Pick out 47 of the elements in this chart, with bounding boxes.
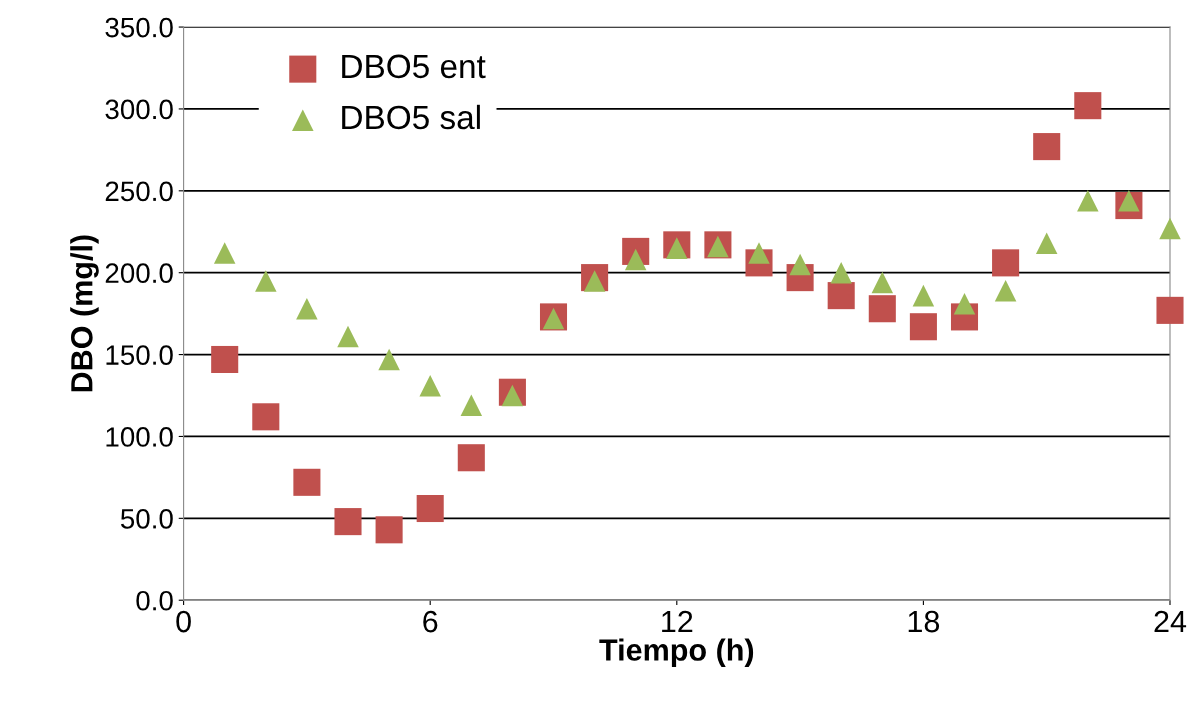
point — [213, 242, 236, 264]
y-tick-label: 350.0 — [105, 17, 173, 38]
point — [1035, 232, 1058, 254]
point — [457, 444, 485, 472]
point — [868, 295, 896, 323]
point — [296, 297, 318, 320]
point — [337, 325, 359, 348]
point — [1159, 217, 1181, 240]
legend-label: DBO5 sal — [342, 104, 480, 130]
point — [909, 313, 937, 341]
x-tick-label: 6 — [423, 610, 438, 633]
point — [830, 261, 852, 284]
point — [827, 282, 855, 310]
point — [211, 345, 239, 374]
point — [1077, 189, 1099, 212]
y-tick-label: 300.0 — [105, 99, 173, 120]
y-tick-label: 200.0 — [105, 263, 173, 284]
point — [416, 494, 444, 523]
point — [293, 468, 321, 496]
y-tick-label: 100.0 — [106, 427, 173, 447]
point — [994, 279, 1017, 302]
point — [871, 271, 894, 294]
point — [953, 293, 976, 315]
point — [1074, 92, 1102, 120]
x-axis-title: Tiempo (h) — [599, 638, 754, 667]
point — [789, 253, 811, 276]
point — [912, 284, 935, 307]
point — [992, 249, 1020, 277]
x-tick-label: 24 — [1154, 610, 1187, 633]
point — [460, 394, 483, 417]
point — [334, 508, 362, 536]
y-tick-label: 0.0 — [136, 590, 173, 611]
point — [1156, 296, 1184, 324]
y-axis-title: DBO (mg/l) — [70, 235, 99, 392]
point — [378, 348, 400, 371]
point — [375, 516, 403, 544]
point — [1033, 133, 1061, 161]
point — [255, 270, 277, 292]
point — [252, 403, 280, 431]
point — [419, 374, 441, 397]
x-tick-label: 18 — [908, 610, 940, 633]
y-tick-label: 150.0 — [106, 345, 173, 365]
y-tick-label: 50.0 — [120, 509, 173, 529]
legend-label: DBO5 ent — [342, 54, 486, 79]
x-tick-label: 0 — [176, 610, 191, 633]
x-tick-label: 12 — [662, 610, 693, 633]
y-tick-label: 250.0 — [105, 181, 173, 202]
